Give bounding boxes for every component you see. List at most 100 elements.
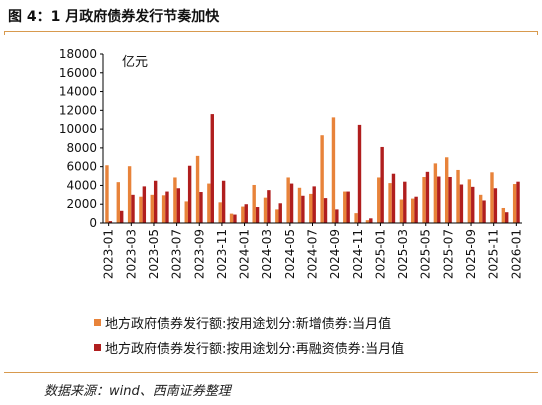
x-tick-label: 2024-05 (283, 229, 297, 279)
bar-refinancing-bonds (278, 203, 282, 223)
legend-item-new-bonds: 地方政府债券发行额:按用途划分:新增债券:当月值 (94, 313, 391, 332)
bar-new-bonds (161, 195, 166, 223)
bar-new-bonds (399, 199, 404, 223)
bar-refinancing-bonds (516, 181, 520, 223)
x-tick-label: 2023-05 (147, 229, 161, 279)
x-tick-label: 2025-09 (464, 229, 478, 279)
bar-new-bonds (309, 193, 313, 223)
bar-refinancing-bonds (255, 207, 260, 223)
bar-new-bonds (139, 196, 143, 223)
bar-new-bonds (388, 183, 392, 223)
bar-refinancing-bonds (165, 191, 169, 223)
y-tick-label: 18000 (59, 47, 97, 61)
bar-refinancing-bonds (369, 218, 373, 223)
bar-new-bonds (105, 165, 109, 223)
bar-new-bonds (218, 202, 222, 223)
x-tick-label: 2026-01 (509, 229, 523, 279)
bar-new-bonds (320, 135, 324, 223)
bar-refinancing-bonds (108, 221, 113, 223)
bar-refinancing-bonds (221, 180, 226, 223)
bar-new-bonds (501, 207, 506, 223)
bar-new-bonds (467, 179, 472, 223)
bar-refinancing-bonds (471, 186, 475, 223)
bar-refinancing-bonds (459, 184, 464, 223)
bar-refinancing-bonds (425, 171, 430, 223)
x-tick-label: 2024-07 (306, 229, 320, 279)
source-note: 数据来源：wind、西南证券整理 (44, 384, 231, 399)
legend-swatch-refinancing-bonds (94, 344, 101, 351)
bar-refinancing-bonds (301, 195, 305, 223)
bar-new-bonds (207, 183, 211, 223)
bar-refinancing-bonds (380, 146, 384, 223)
bar-new-bonds (241, 206, 245, 223)
bar-new-bonds (286, 177, 290, 223)
x-tick-label: 2024-01 (238, 229, 252, 279)
y-tick-label: 6000 (66, 160, 97, 174)
bar-new-bonds (173, 177, 177, 223)
top-rule-right-tick (537, 31, 538, 35)
legend-swatch-new-bonds (94, 319, 101, 326)
bar-new-bonds (127, 166, 132, 223)
legend-label-new-bonds: 地方政府债券发行额:按用途划分:新增债券:当月值 (105, 317, 392, 332)
bar-refinancing-bonds (267, 190, 271, 223)
bar-new-bonds (377, 177, 381, 223)
bar-refinancing-bonds (187, 165, 192, 223)
bar-refinancing-bonds (493, 188, 498, 223)
y-tick-label: 10000 (59, 122, 97, 136)
bar-refinancing-bonds (357, 124, 362, 223)
x-tick-label: 2024-11 (351, 229, 365, 279)
bar-new-bonds (116, 182, 120, 223)
x-tick-label: 2024-03 (260, 229, 274, 279)
bar-new-bonds (195, 155, 200, 223)
x-tick-label: 2025-01 (373, 229, 387, 279)
bar-new-bonds (297, 187, 302, 223)
bar-refinancing-bonds (244, 204, 248, 223)
bar-new-bonds (252, 184, 256, 223)
bar-refinancing-bonds (448, 176, 452, 223)
legend-item-refinancing-bonds: 地方政府债券发行额:按用途划分:再融资债券:当月值 (94, 338, 404, 357)
x-tick-label: 2025-07 (441, 229, 455, 279)
bar-refinancing-bonds (142, 186, 147, 223)
bar-refinancing-bonds (119, 210, 124, 223)
bar-new-bonds (331, 117, 336, 224)
x-tick-label: 2023-03 (124, 229, 138, 279)
bottom-rule (4, 372, 538, 373)
x-tick-label: 2023-07 (170, 229, 184, 279)
bar-refinancing-bonds (391, 173, 396, 223)
bar-refinancing-bonds (312, 186, 316, 223)
bar-new-bonds (422, 176, 426, 223)
bar-new-bonds (411, 198, 415, 223)
x-tick-label: 2024-09 (328, 229, 342, 279)
bar-refinancing-bonds (414, 196, 418, 223)
bar-new-bonds (343, 191, 347, 223)
y-unit-label: 亿元 (122, 55, 148, 70)
bar-new-bonds (354, 213, 358, 223)
bar-new-bonds (444, 157, 449, 223)
bar-new-bonds (512, 184, 517, 223)
y-tick-label: 4000 (66, 178, 97, 192)
bar-new-bonds (275, 209, 279, 223)
bar-new-bonds (184, 201, 188, 223)
legend-label-refinancing-bonds: 地方政府债券发行额:按用途划分:再融资债券:当月值 (105, 342, 405, 357)
bar-refinancing-bonds (335, 209, 339, 223)
bar-new-bonds (365, 220, 370, 223)
bar-refinancing-bonds (210, 114, 214, 223)
x-tick-label: 2025-03 (396, 229, 410, 279)
y-tick-label: 12000 (59, 103, 97, 117)
y-tick-label: 2000 (66, 197, 97, 211)
bar-new-bonds (263, 197, 268, 223)
bar-new-bonds (490, 172, 494, 223)
x-tick-label: 2023-01 (102, 229, 116, 279)
bar-new-bonds (478, 194, 483, 223)
bar-new-bonds (229, 213, 234, 223)
bar-refinancing-bonds (323, 198, 328, 223)
y-tick-label: 8000 (66, 141, 97, 155)
x-tick-label: 2025-11 (487, 229, 501, 279)
top-rule (4, 31, 538, 32)
bar-refinancing-bonds (403, 181, 407, 223)
bar-new-bonds (150, 194, 154, 223)
y-tick-label: 16000 (59, 66, 97, 80)
bar-refinancing-bonds (437, 176, 441, 223)
bar-refinancing-bonds (346, 191, 350, 223)
